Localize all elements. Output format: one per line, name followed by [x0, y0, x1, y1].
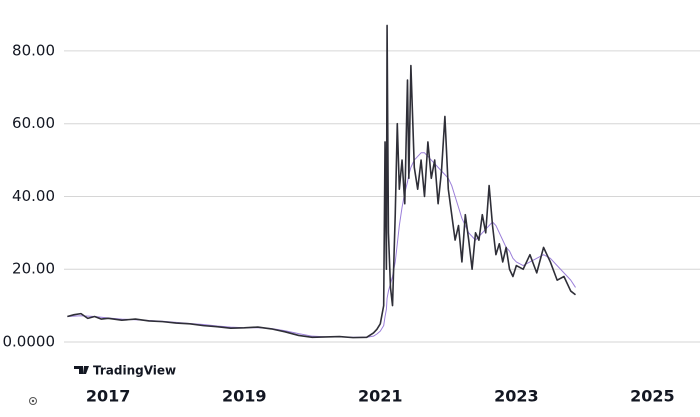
x-tick-label: 2019: [222, 387, 267, 406]
brand-name: TradingView: [93, 364, 176, 378]
logo-icon: [74, 366, 89, 374]
y-tick-label: 80.00: [12, 41, 55, 59]
x-tick-label: 2021: [358, 387, 403, 406]
series-line: [67, 24, 576, 339]
settings-icon-dot: [31, 399, 35, 403]
x-tick-label: 2017: [86, 387, 131, 406]
x-tick-label: 2023: [494, 387, 539, 406]
y-tick-label: 60.00: [12, 114, 55, 132]
y-tick-label: 40.00: [12, 187, 55, 205]
tradingview-logo: TradingView: [74, 364, 176, 378]
y-tick-label: 20.00: [12, 260, 55, 278]
x-tick-label: 2025: [630, 387, 675, 406]
settings-icon[interactable]: [29, 397, 37, 405]
y-tick-label: 0.0000: [3, 333, 56, 351]
